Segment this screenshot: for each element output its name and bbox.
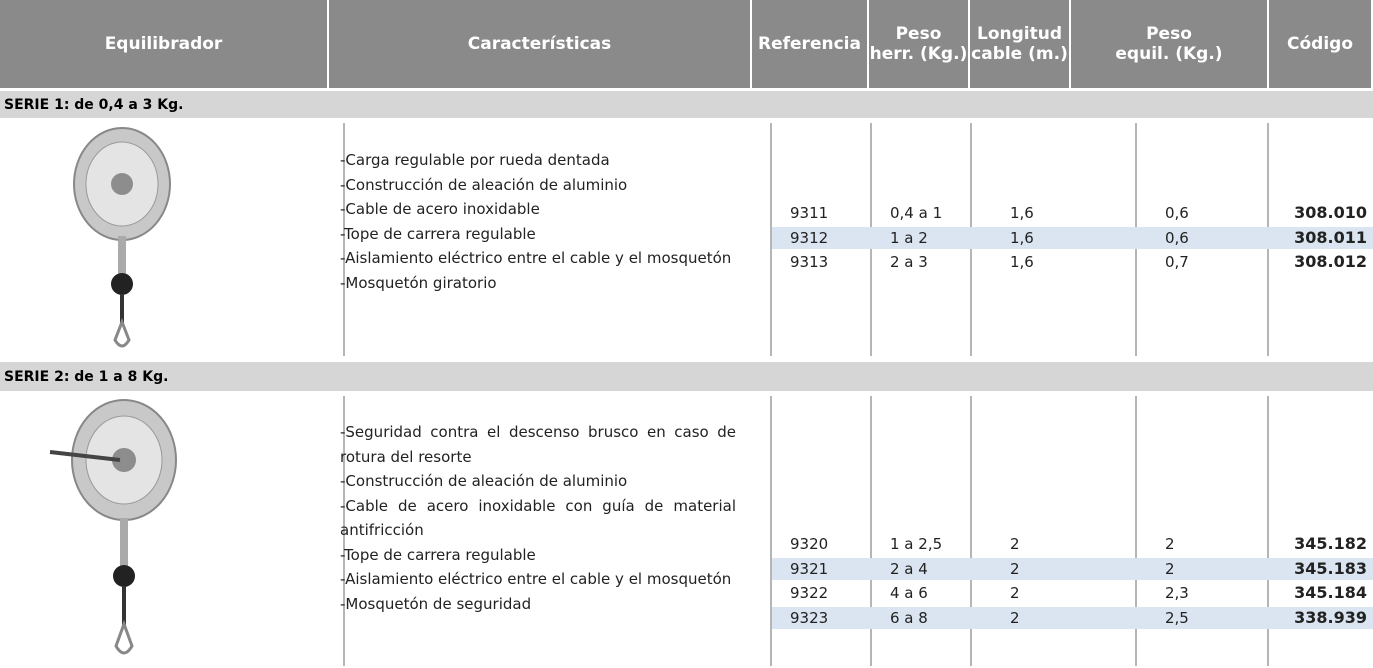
series-title: SERIE 2: de 1 a 8 Kg. (0, 362, 1373, 391)
feature: -Mosquetón giratorio (340, 273, 497, 292)
header-cell: Referencia (752, 0, 867, 88)
cell: 9312 (790, 228, 829, 247)
header-cell: Equilibrador (0, 0, 327, 88)
cell: 9322 (790, 584, 829, 603)
header-cell: Peso herr. (Kg.) (869, 0, 968, 88)
cell: 2 a 3 (890, 253, 928, 272)
feature: -Carga regulable por rueda dentada (340, 151, 610, 169)
cell: 2 (1165, 535, 1175, 553)
cell: 2 (1165, 559, 1175, 578)
cell: 2,3 (1165, 584, 1189, 603)
row-highlight (772, 557, 1373, 580)
row-highlight (772, 606, 1373, 629)
cell: 2 (1010, 584, 1020, 603)
cell: 1,6 (1010, 204, 1034, 222)
cell: 6 a 8 (890, 608, 928, 627)
row-highlight (772, 226, 1373, 249)
column-divider (770, 123, 772, 356)
header-text: Características (467, 34, 612, 54)
column-divider (1135, 396, 1137, 666)
column-divider (343, 396, 345, 666)
code: 338.939 (1294, 607, 1367, 627)
feature: -Tope de carrera regulable (340, 224, 536, 243)
cell: 2,5 (1165, 608, 1189, 627)
header-text: Peso (895, 24, 942, 44)
code: 345.184 (1294, 583, 1367, 603)
cell: 2 (1010, 608, 1020, 627)
cell: 9320 (790, 535, 829, 553)
cell: 1,6 (1010, 228, 1034, 247)
feature: -Tope de carrera regulable (340, 545, 536, 564)
feature: -Cable de acero inoxidable con guía de m… (340, 496, 736, 540)
feature: -Seguridad contra el descenso brusco en … (340, 423, 736, 466)
cell: 1 a 2,5 (890, 535, 943, 553)
cell: 9311 (790, 204, 829, 222)
cell: 2 (1010, 559, 1020, 578)
header-text: Peso (1146, 24, 1192, 44)
cell: 0,7 (1165, 253, 1189, 272)
feature-list: -Carga regulable por rueda dentada -Const… (340, 148, 736, 295)
column-divider (770, 396, 772, 666)
column-divider (1267, 396, 1269, 666)
header-text: equil. (Kg.) (1115, 44, 1223, 64)
header-text: Equilibrador (104, 34, 223, 54)
cell: 9323 (790, 608, 829, 627)
cell: 0,4 a 1 (890, 204, 943, 222)
feature: -Aislamiento eléctrico entre el cable y … (340, 570, 732, 588)
code: 308.011 (1294, 227, 1367, 247)
column-divider (343, 123, 345, 356)
series-title: SERIE 1: de 0,4 a 3 Kg. (0, 91, 1373, 118)
cell: 9321 (790, 559, 829, 578)
code: 308.010 (1294, 203, 1367, 222)
cell: 2 (1010, 535, 1020, 553)
feature-list: -Seguridad contra el descenso brusco en … (340, 420, 736, 616)
feature: -Mosquetón de seguridad (340, 594, 532, 613)
code: 308.012 (1294, 252, 1367, 272)
header-text: Referencia (758, 34, 861, 54)
feature: -Construcción de aleación de aluminio (340, 472, 628, 490)
header-text: Longitud (976, 24, 1062, 44)
code: 345.182 (1294, 534, 1367, 553)
header-cell: Longitud cable (m.) (970, 0, 1069, 88)
header-text: herr. (Kg.) (869, 44, 968, 64)
code: 345.183 (1294, 558, 1367, 578)
cell: 0,6 (1165, 204, 1189, 222)
column-divider (870, 396, 872, 666)
cell: 0,6 (1165, 228, 1189, 247)
header-text: cable (m.) (971, 44, 1068, 64)
header-cell: Peso equil. (Kg.) (1071, 0, 1267, 88)
cell: 2 a 4 (890, 559, 928, 578)
cell: 9313 (790, 253, 829, 272)
feature: -Cable de acero inoxidable (340, 200, 540, 218)
column-divider (970, 396, 972, 666)
cell: 1,6 (1010, 253, 1034, 272)
header-cell: Características (329, 0, 750, 88)
cell: 4 a 6 (890, 584, 928, 603)
feature: -Construcción de aleación de aluminio (340, 175, 628, 194)
product-image (49, 399, 177, 655)
cell: 1 a 2 (890, 228, 928, 247)
header-text: Código (1287, 34, 1353, 54)
header-cell: Código (1269, 0, 1371, 88)
feature: -Aislamiento eléctrico entre el cable y … (340, 249, 732, 267)
product-image (73, 127, 171, 348)
